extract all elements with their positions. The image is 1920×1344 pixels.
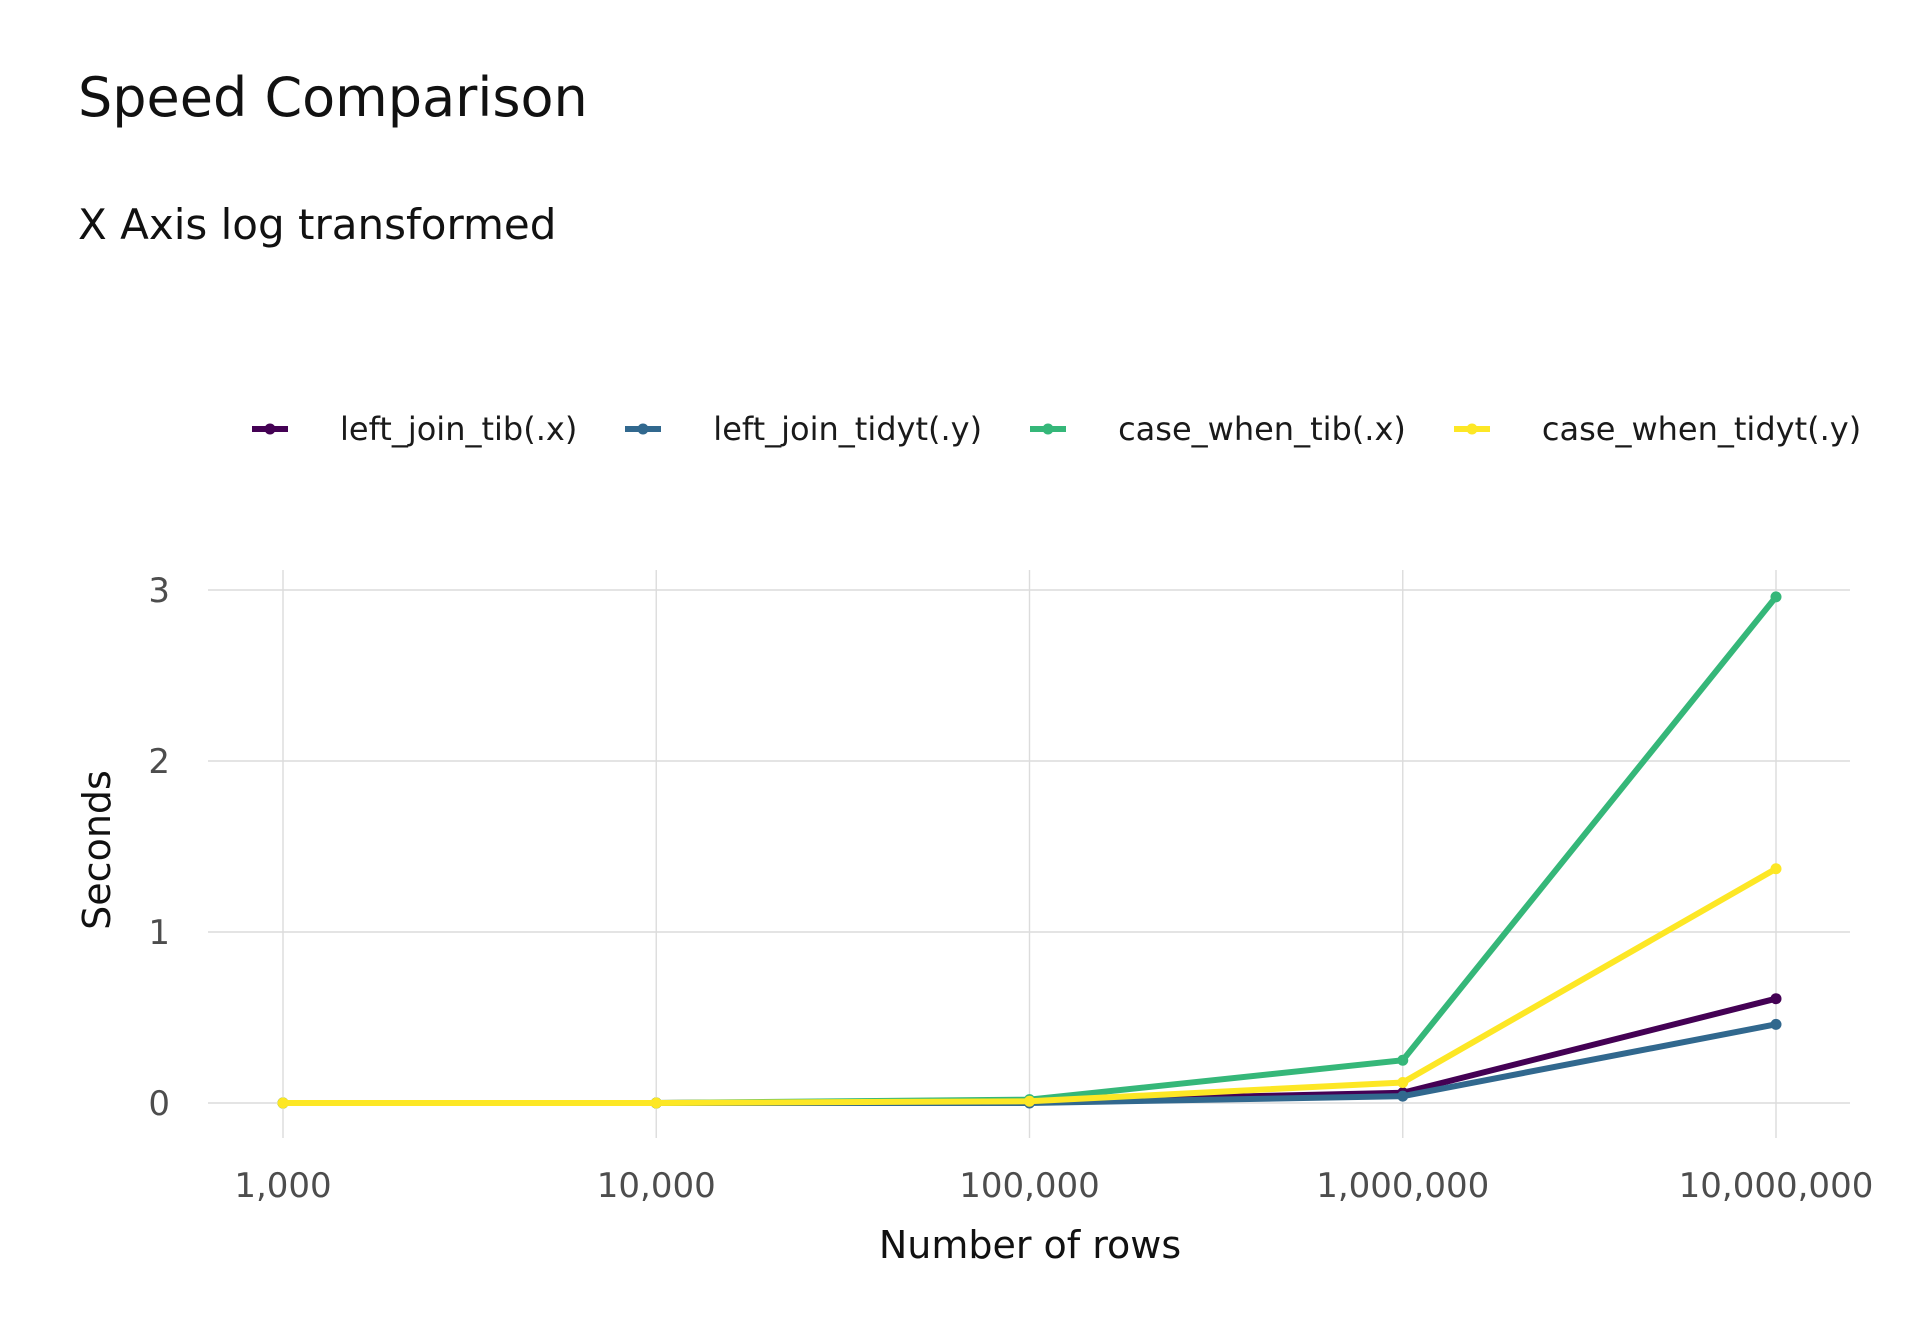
chart-subtitle: X Axis log transformed xyxy=(78,200,557,249)
legend-label: left_join_tidyt(.y) xyxy=(713,410,983,448)
legend-key-point xyxy=(264,423,276,435)
x-tick-label: 100,000 xyxy=(959,1166,1100,1206)
data-point xyxy=(1770,863,1782,875)
series-3 xyxy=(277,863,1782,1109)
y-tick-labels: 0 1 2 3 xyxy=(148,571,170,1124)
data-point xyxy=(277,1097,289,1109)
y-axis-title: Seconds xyxy=(75,770,119,930)
legend-key-point xyxy=(637,423,649,435)
legend-key-point xyxy=(1466,423,1478,435)
legend-label: case_when_tidyt(.y) xyxy=(1541,410,1862,448)
legend-label: left_join_tib(.x) xyxy=(340,410,578,448)
legend: left_join_tib(.x) left_join_tidyt(.y) ca… xyxy=(250,404,1907,454)
data-point xyxy=(1024,1095,1035,1107)
y-tick-label: 1 xyxy=(148,913,170,953)
legend-key xyxy=(252,423,288,435)
y-tick-label: 2 xyxy=(148,742,170,782)
data-point xyxy=(1770,1018,1782,1030)
x-tick-label: 10,000,000 xyxy=(1679,1166,1874,1206)
legend-key-point xyxy=(1042,423,1054,435)
x-tick-label: 1,000,000 xyxy=(1316,1166,1489,1206)
x-axis-title: Number of rows xyxy=(879,1223,1181,1267)
data-point xyxy=(1397,1076,1409,1088)
grid xyxy=(208,570,1850,1138)
series-lines xyxy=(277,591,1782,1109)
data-point xyxy=(1770,591,1782,603)
y-tick-label: 0 xyxy=(148,1084,170,1124)
legend-item-left-join-tib: left_join_tib(.x) xyxy=(250,410,577,448)
data-point xyxy=(1397,1054,1409,1066)
data-point xyxy=(650,1097,662,1109)
x-tick-label: 1,000 xyxy=(234,1166,331,1206)
data-point xyxy=(1397,1090,1409,1102)
y-tick-label: 3 xyxy=(148,571,170,611)
x-tick-label: 10,000 xyxy=(597,1166,716,1206)
legend-key xyxy=(1030,423,1067,435)
legend-item-case-when-tib: case_when_tib(.x) xyxy=(1028,410,1406,448)
legend-item-left-join-tidyt: left_join_tidyt(.y) xyxy=(623,410,982,448)
legend-label: case_when_tib(.x) xyxy=(1118,410,1406,448)
legend-key xyxy=(625,423,662,435)
legend-key xyxy=(1453,423,1490,435)
data-point xyxy=(1770,993,1782,1005)
chart-title: Speed Comparison xyxy=(78,66,588,129)
legend-item-case-when-tidyt: case_when_tidyt(.y) xyxy=(1452,410,1861,448)
x-tick-labels: 1,000 10,000 100,000 1,000,000 10,000,000 xyxy=(234,1166,1873,1206)
